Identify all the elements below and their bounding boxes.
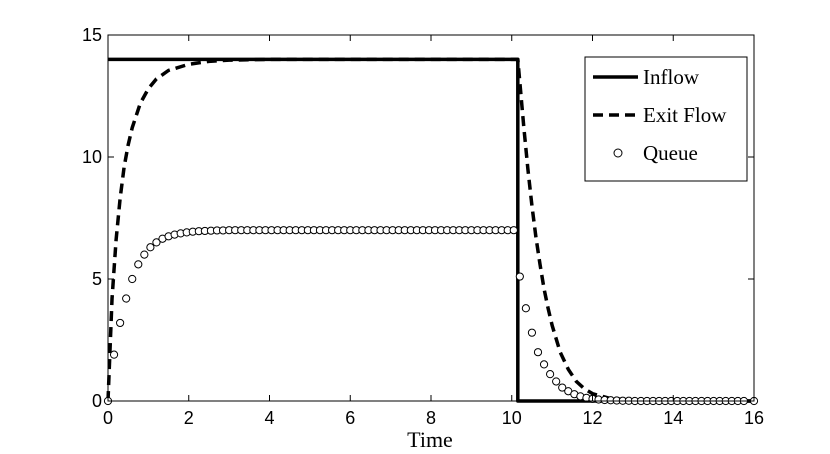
queue-point — [521, 304, 530, 313]
queue-point — [539, 360, 549, 369]
y-tick-label: 0 — [92, 391, 102, 411]
queue-point — [146, 243, 155, 252]
queue-point — [134, 260, 143, 269]
x-tick-label: 12 — [582, 408, 602, 428]
y-tick-label: 10 — [82, 147, 102, 167]
x-tick-label: 0 — [103, 408, 113, 428]
queue-point — [152, 238, 161, 247]
queue-point — [509, 226, 518, 235]
legend: Inflow Exit Flow Queue — [584, 56, 748, 182]
queue-point — [515, 272, 524, 281]
exit-flow-line — [106, 57, 754, 403]
x-tick-label: 8 — [426, 408, 436, 428]
legend-swatch-queue — [613, 148, 623, 158]
legend-label-inflow: Inflow — [643, 65, 700, 89]
x-tick-label: 14 — [663, 408, 683, 428]
x-tick-label: 10 — [502, 408, 522, 428]
axis-ticks: 0 2 4 6 8 10 12 14 16 0 5 10 15 — [82, 25, 764, 428]
queue-point — [552, 377, 561, 386]
queue-point — [527, 328, 537, 337]
x-tick-label: 16 — [744, 408, 764, 428]
queue-point — [128, 274, 137, 284]
queue-point — [116, 318, 125, 328]
y-tick-label: 5 — [92, 269, 102, 289]
queue-point — [122, 294, 131, 303]
x-tick-label: 2 — [184, 408, 194, 428]
queue-point — [546, 370, 555, 379]
x-axis-label: Time — [407, 427, 453, 452]
queue-point — [109, 350, 119, 359]
legend-label-queue: Queue — [643, 141, 698, 165]
x-tick-label: 4 — [264, 408, 274, 428]
queue-point — [558, 383, 567, 392]
queue-point — [533, 348, 543, 357]
y-tick-label: 15 — [82, 25, 102, 45]
legend-label-exit-flow: Exit Flow — [643, 103, 727, 127]
x-tick-label: 6 — [345, 408, 355, 428]
queue-point — [140, 250, 149, 259]
